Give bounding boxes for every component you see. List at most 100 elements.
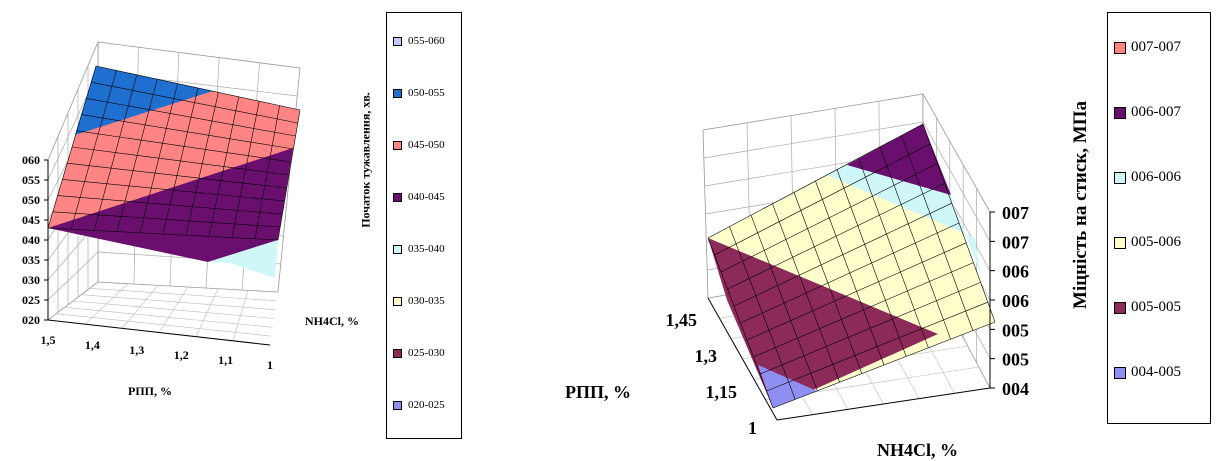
chart2-legend-item: 007-007 [1114,39,1181,56]
chart1-z-tick-label: 040 [22,233,40,247]
chart1-zlabel: Початок тужавлення, хв. [358,92,373,228]
chart2-x-tick-label: 1,15 [706,382,738,402]
chart1-x-axis [47,319,271,346]
chart2-zlabel: Міцність на стиск, МПа [1070,101,1091,309]
chart1-legend-swatch [393,140,402,150]
chart2-legend-label: 005-005 [1131,299,1181,315]
chart1-mesh-line [91,81,298,124]
chart2-ylabel: NH4Cl, % [877,440,958,460]
chart1-xlabel: РПП, % [128,384,172,398]
chart1-x-tick-label: 1,2 [174,348,189,362]
chart1-z-tick-label: 055 [22,173,40,187]
chart2-mesh-line [901,135,974,331]
chart2-x-tick-label: 1,3 [695,346,718,366]
chart1-legend-swatch [393,192,402,202]
chart1-legend-label: 050-055 [408,87,445,99]
chart1-legend-swatch [393,88,402,98]
chart1-x-tick-label: 1,3 [129,343,144,357]
chart2-legend: 007-007 006-007 006-006 005-006 005-005 004-0… [1107,12,1211,424]
chart2-legend-label: 005-006 [1131,234,1181,250]
chart1-legend-label: 045-050 [408,139,445,151]
chart2-band-006-007 [847,124,951,195]
chart1-ylabel: NH4Cl, % [305,314,359,328]
chart2-mesh-line [922,123,996,323]
chart1-z-tick-label: 030 [22,273,40,287]
chart2-mesh-line [879,146,951,340]
chart1-legend-item: 040-045 [393,191,445,203]
chart1-z-tick-label: 050 [22,193,40,207]
chart2-legend-swatch [1114,106,1126,119]
chart1-axes [44,159,271,346]
chart1-legend: 055-060 050-055 045-050 040-045 035-040 030-0… [386,12,462,439]
chart2-legend-swatch [1114,41,1126,54]
chart2-legend-item: 006-006 [1114,169,1181,186]
chart1-legend-item: 055-060 [393,35,445,47]
chart1-legend-label: 055-060 [408,35,445,47]
chart1-legend-swatch [393,400,402,410]
chart2-mesh-line [836,169,907,357]
chart1-x-tick-label: 1,4 [85,338,100,352]
chart2-z-tick-label: 004 [1002,379,1029,399]
chart1-mesh-line [95,65,301,111]
chart2-mesh-line [772,321,996,409]
chart2-xlabel: РПП, % [565,382,631,402]
chart1-z-tick-label: 025 [22,293,40,307]
chart1-floor-gridline [89,288,277,302]
chart2-legend-item: 005-005 [1114,299,1181,316]
chart1-mesh-line [254,105,280,239]
chart2-z-tick-label: 007 [1002,232,1029,252]
chart2-mesh-line [753,262,974,358]
surface-chart-compressive-strength: 004 005 005 006 006 007 007 1,45 1,3 1,15 1 РПП, %… [565,92,1030,460]
chart1-x-tick-label: 1,1 [218,353,233,367]
chart2-z-tick-label: 006 [1002,291,1029,311]
chart1-legend-swatch [393,348,402,358]
chart1-surface [47,65,301,278]
chart1-legend-item: 050-055 [393,87,445,99]
chart1-mesh-line [76,130,292,163]
chart1-legend-label: 035-040 [408,243,445,255]
chart2-x-axis [707,297,778,421]
chart2-mesh-line [858,158,929,348]
chart2-mesh-line [815,180,885,366]
chart1-mesh-line [71,146,290,176]
chart1-mesh-line [208,96,240,237]
chart2-surface [707,123,996,409]
chart2-legend-swatch [1114,301,1126,314]
chart1-tick-labels: 020 025 030 035 040 045 050 055 060 1,5 1,4 1,3 1,2 1… [22,153,273,372]
chart2-x-tick-label: 1 [748,418,757,438]
chart2-legend-label: 007-007 [1131,39,1181,55]
chart1-mesh-line [81,114,294,150]
chart1-mesh-line [277,109,301,241]
chart2-legend-swatch [1114,171,1126,184]
chart1-legend-label: 020-025 [408,399,445,411]
chart1-legend-item: 025-030 [393,347,445,359]
chart1-x-tick-label: 1 [267,358,273,372]
chart1-z-tick-label: 060 [22,153,40,167]
chart1-legend-swatch [393,36,402,46]
chart1-legend-label: 030-035 [408,295,445,307]
chart2-legend-item: 006-007 [1114,104,1181,121]
chart1-band-050-055 [75,66,213,135]
chart2-band-005-005 [708,238,938,408]
chart2-legend-swatch [1114,366,1126,379]
chart2-z-tick-label: 005 [1002,350,1029,370]
chart2-y-axis [776,387,991,421]
chart1-z-tick-label: 035 [22,253,40,267]
chart1-mesh-line [86,98,296,137]
chart1-z-tick-label: 045 [22,213,40,227]
chart2-axes [707,211,995,421]
chart1-legend-item: 020-025 [393,399,445,411]
chart2-mesh-line [746,242,967,341]
chart1-mesh-line [231,101,260,238]
chart1-legend-item: 045-050 [393,139,445,151]
chart1-legend-swatch [393,296,402,306]
chart2-legend-item: 004-005 [1114,364,1181,381]
chart1-legend-label: 025-030 [408,347,445,359]
surface-chart-setting-time: 020 025 030 035 040 045 050 055 060 1,5 1,4 1,3 1,2 1… [22,41,359,398]
chart2-legend-label: 006-006 [1131,169,1181,185]
chart2-legend-item: 005-006 [1114,234,1181,251]
chart2-tick-labels: 004 005 005 006 006 007 007 1,45 1,3 1,15 1 [666,203,1030,438]
chart1-legend-item: 030-035 [393,295,445,307]
chart2-wall-gridline [703,121,991,242]
chart2-z-tick-label: 007 [1002,203,1029,223]
